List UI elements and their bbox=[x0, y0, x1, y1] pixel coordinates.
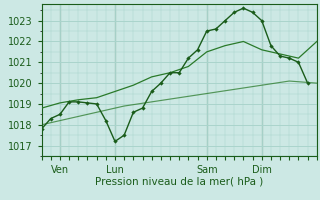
X-axis label: Pression niveau de la mer( hPa ): Pression niveau de la mer( hPa ) bbox=[95, 176, 263, 186]
